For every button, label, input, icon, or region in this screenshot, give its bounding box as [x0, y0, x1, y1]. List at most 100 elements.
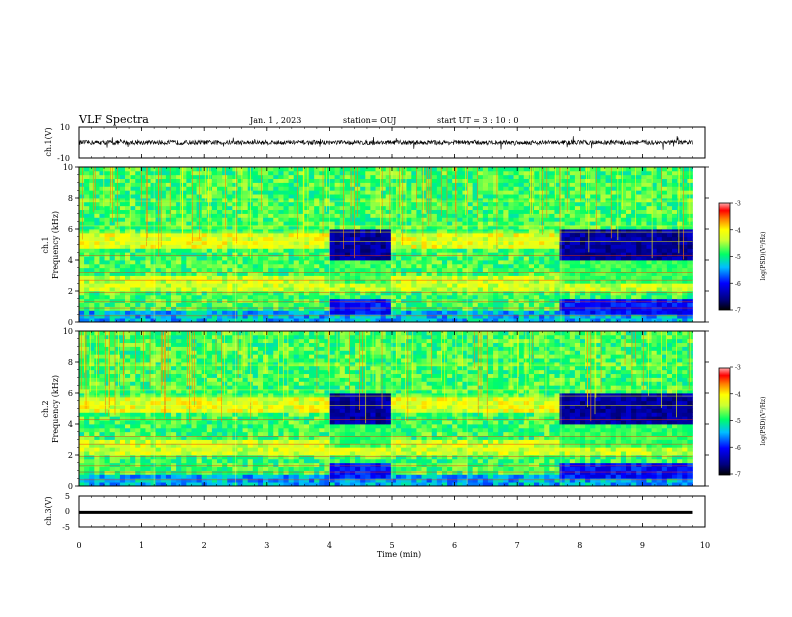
ch1-spectrogram-cell: [565, 295, 571, 299]
ch1-spectrogram-cell: [447, 175, 453, 179]
ch1-spectrogram-cell: [89, 245, 95, 249]
ch1-spectrogram-cell: [248, 264, 254, 268]
ch1-spectrogram-cell: [166, 214, 172, 218]
ch1-spectrogram-cell: [273, 233, 279, 237]
ch1-spectrogram-cell: [212, 210, 218, 214]
ch1-spectrogram-cell: [508, 291, 514, 295]
ch1-spectrogram-cell: [473, 202, 479, 206]
ch1-spectrogram-cell: [565, 299, 571, 303]
ch1-spectrogram-cell: [514, 260, 520, 264]
ch1-spectrogram-cell: [340, 276, 346, 280]
ch1-spectrogram-cell: [641, 194, 647, 198]
ch1-spectrogram-cell: [411, 167, 417, 171]
ch1-spectrogram-cell: [565, 314, 571, 318]
ch1-spectrogram-cell: [186, 252, 192, 256]
ch1-spectrogram-cell: [166, 210, 172, 214]
ch1-spectrogram-cell: [452, 175, 458, 179]
ch1-spectrogram-cell: [396, 245, 402, 249]
ch1-spectrogram-cell: [447, 221, 453, 225]
ch1-spectrogram-cell: [304, 167, 310, 171]
ch1-spectrogram-cell: [662, 291, 668, 295]
ch1-spectrogram-cell: [227, 245, 233, 249]
ch1-spectrogram-cell: [432, 217, 438, 221]
ch1-spectrogram-cell: [345, 175, 351, 179]
ch1-spectrogram-cell: [554, 314, 560, 318]
ch1-spectrogram-cell: [621, 221, 627, 225]
ch1-spectrogram-cell: [473, 314, 479, 318]
ch1-spectrogram-cell: [667, 260, 673, 264]
ch1-spectrogram-cell: [191, 299, 197, 303]
ch1-spectrogram-cell: [309, 210, 315, 214]
ch1-spectrogram-cell: [580, 264, 586, 268]
ch1-spectrogram-cell: [611, 260, 617, 264]
ch1-spectrogram-cell: [657, 214, 663, 218]
ch1-spectrogram-cell: [544, 291, 550, 295]
ch1-spectrogram-cell: [263, 171, 269, 175]
ch1-spectrogram-cell: [519, 256, 525, 260]
ch1-spectrogram-cell: [646, 171, 652, 175]
ch1-spectrogram-cell: [442, 268, 448, 272]
ch1-spectrogram-cell: [437, 237, 443, 241]
ch1-spectrogram-cell: [524, 283, 530, 287]
ch1-spectrogram-cell: [580, 171, 586, 175]
ch1-spectrogram-cell: [258, 314, 264, 318]
ch1-spectrogram-cell: [621, 210, 627, 214]
ch1-spectrogram-cell: [514, 283, 520, 287]
ch1-spectrogram-cell: [181, 268, 187, 272]
ch1-spectrogram-cell: [483, 175, 489, 179]
ch1-spectrogram-cell: [243, 291, 249, 295]
ch1-spectrogram-cell: [667, 217, 673, 221]
ch1-spectrogram-cell: [314, 314, 320, 318]
ch1-spectrogram-cell: [519, 291, 525, 295]
ch1-spectrogram-cell: [253, 179, 259, 183]
ch1-spectrogram-cell: [330, 194, 336, 198]
ch1-spectrogram-cell: [197, 276, 203, 280]
ch1-spectrogram-cell: [253, 307, 259, 311]
ch1-spectrogram-cell: [611, 248, 617, 252]
ch1-spectrogram-cell: [232, 217, 238, 221]
ch1-spectrogram-cell: [79, 314, 85, 318]
ch1-spectrogram-cell: [202, 252, 208, 256]
ch1-spectrogram-cell: [227, 237, 233, 241]
ch1-spectrogram-cell: [166, 245, 172, 249]
ch1-spectrogram-cell: [391, 310, 397, 314]
ch1-spectrogram-cell: [84, 210, 90, 214]
ch1-spectrogram-cell: [503, 183, 509, 187]
ch1-spectrogram-cell: [575, 264, 581, 268]
ch1-spectrogram-cell: [365, 256, 371, 260]
ch1-spectrogram-cell: [314, 206, 320, 210]
ch1-spectrogram-cell: [519, 186, 525, 190]
ch1-spectrogram-cell: [657, 264, 663, 268]
ch1-spectrogram-cell: [355, 268, 361, 272]
ch1-spectrogram-cell: [600, 221, 606, 225]
ch1-spectrogram-cell: [447, 256, 453, 260]
ch1-spectrogram-cell: [493, 175, 499, 179]
ch1-spectrogram-cell: [498, 194, 504, 198]
ch1-spectrogram-cell: [237, 310, 243, 314]
ch1-spectrogram-cell: [662, 295, 668, 299]
ch1-spectrogram-cell: [176, 175, 182, 179]
ch1-spectrogram-cell: [212, 291, 218, 295]
ch1-spectrogram-cell: [626, 190, 632, 194]
ch1-spectrogram-cell: [324, 256, 330, 260]
ch1-spectrogram-cell: [212, 245, 218, 249]
ch1-spectrogram-cell: [299, 245, 305, 249]
ch1-spectrogram-cell: [386, 210, 392, 214]
ch1-spectrogram-cell: [498, 210, 504, 214]
ch1-spectrogram-cell: [416, 287, 422, 291]
ch1-spectrogram-cell: [442, 291, 448, 295]
ch1-spectrogram-cell: [534, 299, 540, 303]
ch1-spectrogram-cell: [682, 314, 688, 318]
ch1-spectrogram-cell: [452, 276, 458, 280]
ch1-spectrogram-cell: [580, 190, 586, 194]
ch1-spectrogram-cell: [565, 214, 571, 218]
ch1-spectrogram-cell: [99, 256, 105, 260]
ch1-spectrogram-cell: [406, 217, 412, 221]
ch1-spectrogram-cell: [151, 268, 157, 272]
figure-title: VLF Spectra: [78, 113, 149, 126]
ch1-spectrogram-cell: [554, 256, 560, 260]
ch1-spectrogram-cell: [682, 167, 688, 171]
ch1-spectrogram-cell: [473, 307, 479, 311]
ch1-spectrogram-cell: [539, 295, 545, 299]
ch1-spectrogram-cell: [370, 175, 376, 179]
